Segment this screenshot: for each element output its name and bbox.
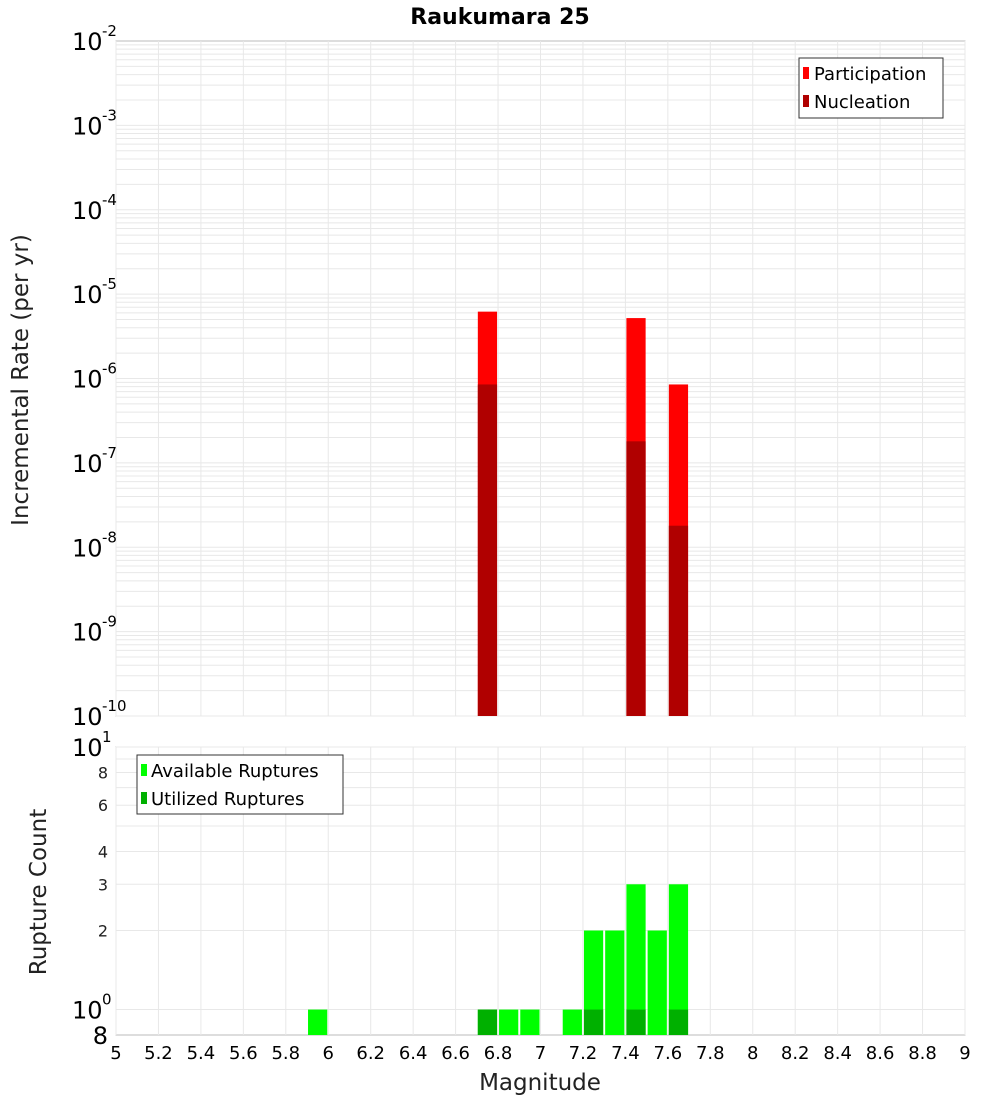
magnitude-tick-label: 7.6	[654, 1043, 683, 1064]
magnitude-tick-label: 6.6	[441, 1043, 470, 1064]
rate-y-tick-label: 10	[72, 703, 103, 731]
utilized-legend-label: Utilized Ruptures	[151, 789, 304, 810]
magnitude-tick-labels: 5 5.2 5.4 5.6 5.8 6 6.2 6.4 6.6 6.8 7 7.2 7.4 7.6 7.8 8…	[110, 1043, 970, 1064]
rate-legend-box	[798, 57, 944, 119]
rate-y-tick-label: 10	[72, 281, 103, 309]
rate-y-tick-exponent: -3	[102, 106, 117, 124]
count-y-tick-label: 4	[98, 842, 108, 861]
participation-legend-label: Participation	[814, 64, 926, 85]
magnitude-tick-label: 8	[747, 1043, 758, 1064]
available-ruptures-bar	[605, 930, 625, 1035]
utilized-ruptures-bar	[477, 1009, 498, 1035]
utilized-ruptures-bar	[626, 1009, 646, 1035]
magnitude-tick-label: 5.6	[229, 1043, 258, 1064]
rate-y-tick-label: 10	[72, 534, 103, 562]
magnitude-tick-label: 6.8	[484, 1043, 513, 1064]
nucleation-bar	[626, 441, 646, 716]
rate-y-tick-exponent: -10	[102, 697, 127, 715]
x-axis-label: Magnitude	[479, 1070, 601, 1096]
magnitude-tick-label: 6.2	[356, 1043, 385, 1064]
available-ruptures-bar	[308, 1009, 328, 1035]
rate-y-tick-label: 10	[72, 366, 103, 394]
utilized-ruptures-bar	[583, 1009, 604, 1035]
available-ruptures-bar	[499, 1009, 519, 1035]
available-ruptures-bar	[626, 884, 646, 1035]
rate-legend: Participation Nucleation	[798, 57, 944, 119]
available-ruptures-bar	[647, 930, 667, 1035]
magnitude-tick-label: 8.2	[781, 1043, 810, 1064]
magnitude-tick-label: 6	[323, 1043, 334, 1064]
rate-y-tick-label: 10	[72, 112, 103, 140]
magnitude-tick-label: 7.2	[569, 1043, 598, 1064]
rate-y-tick-exponent: -9	[102, 613, 117, 631]
count-bars	[308, 884, 689, 1035]
magnitude-tick-label: 5	[110, 1043, 121, 1064]
rate-y-tick-label: 10	[72, 197, 103, 225]
available-legend-label: Available Ruptures	[151, 761, 319, 782]
rate-y-axis-label: Incremental Rate (per yr)	[8, 234, 34, 526]
count-y-axis-label: Rupture Count	[26, 809, 52, 975]
count-y-tick-label: 6	[98, 796, 108, 815]
chart-title: Raukumara 25	[410, 5, 589, 30]
magnitude-tick-label: 8.4	[823, 1043, 852, 1064]
rate-y-tick-label: 10	[72, 619, 103, 647]
nucleation-bar	[668, 525, 689, 716]
nucleation-legend-label: Nucleation	[814, 92, 910, 113]
rate-gridlines	[115, 41, 966, 717]
available-ruptures-bar	[668, 884, 689, 1035]
count-legend-box	[136, 754, 344, 815]
magnitude-tick-label: 5.2	[144, 1043, 173, 1064]
count-y-tick-label: 3	[98, 875, 108, 894]
available-ruptures-bar	[562, 1009, 582, 1035]
magnitude-tick-label: 9	[959, 1043, 970, 1064]
rate-y-tick-exponent: -6	[102, 360, 117, 378]
rate-y-tick-exponent: -2	[102, 22, 117, 40]
count-legend: Available Ruptures Utilized Ruptures	[136, 754, 344, 815]
count-y-tick-label: 8	[98, 763, 108, 782]
utilized-legend-swatch	[141, 792, 147, 804]
count-y-tick-label: 2	[98, 922, 108, 941]
rate-y-tick-exponent: -5	[102, 275, 117, 293]
rate-bars	[477, 311, 689, 716]
magnitude-tick-label: 8.6	[866, 1043, 895, 1064]
magnitude-tick-label: 5.4	[187, 1043, 216, 1064]
count-y-tick-exponent: 1	[102, 728, 112, 746]
magnitude-tick-label: 7.8	[696, 1043, 725, 1064]
count-y-tick-label: 8	[93, 1022, 108, 1050]
count-y-tick-label: 10	[72, 734, 103, 762]
magnitude-tick-label: 5.8	[271, 1043, 300, 1064]
magnitude-tick-label: 7.4	[611, 1043, 640, 1064]
magnitude-tick-label: 6.4	[399, 1043, 428, 1064]
rate-y-tick-label: 10	[72, 28, 103, 56]
available-ruptures-bar	[520, 1009, 540, 1035]
nucleation-legend-swatch	[803, 95, 809, 107]
rate-y-tick-exponent: -8	[102, 528, 117, 546]
nucleation-bar	[477, 384, 498, 716]
available-ruptures-bar	[583, 930, 604, 1035]
count-y-tick-exponent: 0	[102, 991, 112, 1009]
rate-y-tick-exponent: -4	[102, 191, 117, 209]
magnitude-tick-label: 8.8	[908, 1043, 937, 1064]
rate-y-tick-label: 10	[72, 450, 103, 478]
magnitude-tick-label: 7	[535, 1043, 546, 1064]
available-legend-swatch	[141, 764, 147, 776]
count-y-tick-label: 10	[72, 997, 103, 1025]
participation-legend-swatch	[803, 67, 809, 79]
rate-y-tick-exponent: -7	[102, 444, 117, 462]
utilized-ruptures-bar	[668, 1009, 689, 1035]
